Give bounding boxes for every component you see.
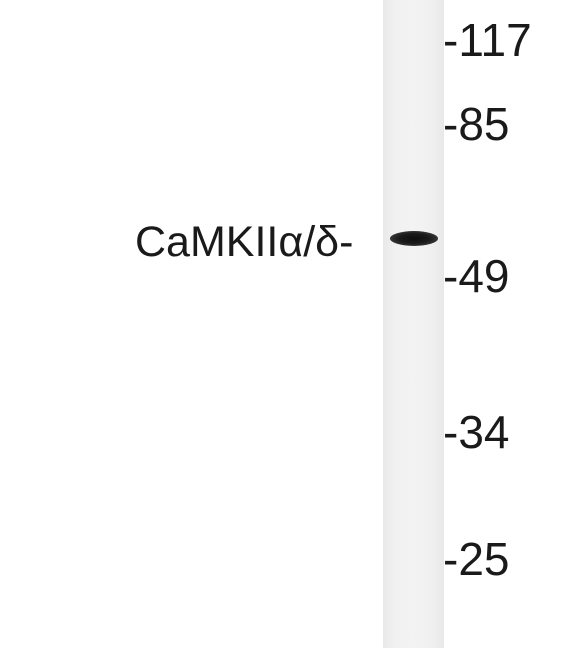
marker-34: -34 bbox=[443, 406, 510, 458]
marker-85: -85 bbox=[443, 98, 510, 150]
marker-25: -25 bbox=[443, 533, 510, 585]
western-blot-lane bbox=[383, 0, 444, 648]
marker-49: -49 bbox=[443, 250, 510, 302]
marker-117: -117 bbox=[443, 14, 532, 66]
protein-band bbox=[390, 231, 438, 246]
protein-label: CaMKIIα/δ- bbox=[135, 218, 354, 266]
